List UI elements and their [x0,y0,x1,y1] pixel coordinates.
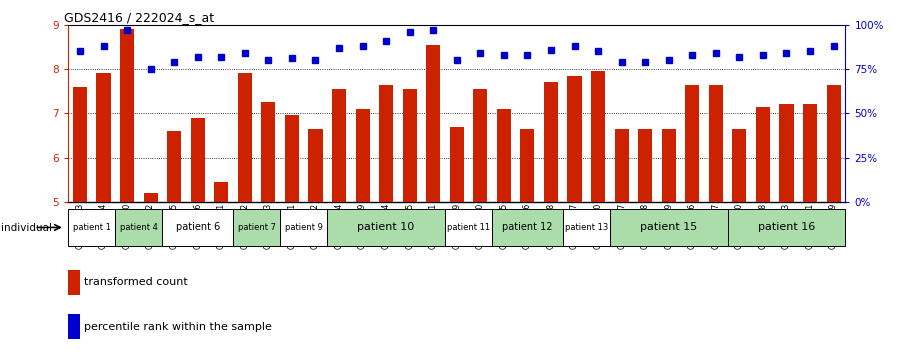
Bar [638,129,653,202]
Bar [144,193,157,202]
Text: patient 16: patient 16 [758,222,815,233]
Bar [497,109,511,202]
Bar [662,129,675,202]
Bar [756,107,770,202]
Bar [685,85,699,202]
Bar [280,209,327,246]
Bar [445,209,492,246]
Bar [233,209,280,246]
Text: patient 7: patient 7 [237,223,275,232]
Bar [520,129,534,202]
Bar [96,74,111,202]
Text: patient 6: patient 6 [175,222,220,233]
Text: patient 11: patient 11 [447,223,490,232]
Bar [332,89,346,202]
Bar [308,129,323,202]
Text: patient 1: patient 1 [73,223,111,232]
Bar [327,209,445,246]
Bar [492,209,563,246]
Bar [403,89,416,202]
Bar [379,85,394,202]
Bar [803,104,817,202]
Bar [591,71,605,202]
Bar [779,104,794,202]
Text: individual: individual [1,223,52,233]
Bar [120,29,135,202]
Bar [285,115,299,202]
Text: patient 9: patient 9 [285,223,323,232]
Bar [733,129,746,202]
Bar [544,82,558,202]
Bar [163,209,233,246]
Bar [610,209,727,246]
Bar [68,270,80,295]
Bar [709,85,723,202]
Bar [73,87,87,202]
Bar [563,209,610,246]
Bar [261,102,275,202]
Bar [614,129,629,202]
Text: patient 10: patient 10 [357,222,415,233]
Text: patient 4: patient 4 [120,223,158,232]
Bar [68,209,115,246]
Bar [450,127,464,202]
Bar [215,182,228,202]
Bar [355,109,370,202]
Text: percentile rank within the sample: percentile rank within the sample [84,322,272,332]
Text: patient 15: patient 15 [640,222,697,233]
Bar [426,45,440,202]
Text: patient 12: patient 12 [502,222,553,233]
Bar [167,131,181,202]
Text: patient 13: patient 13 [564,223,608,232]
Bar [474,89,487,202]
Text: transformed count: transformed count [84,277,188,287]
Bar [238,74,252,202]
Bar [727,209,845,246]
Bar [191,118,205,202]
Bar [567,76,582,202]
Bar [115,209,163,246]
Bar [68,314,80,339]
Text: GDS2416 / 222024_s_at: GDS2416 / 222024_s_at [65,11,215,24]
Bar [826,85,841,202]
